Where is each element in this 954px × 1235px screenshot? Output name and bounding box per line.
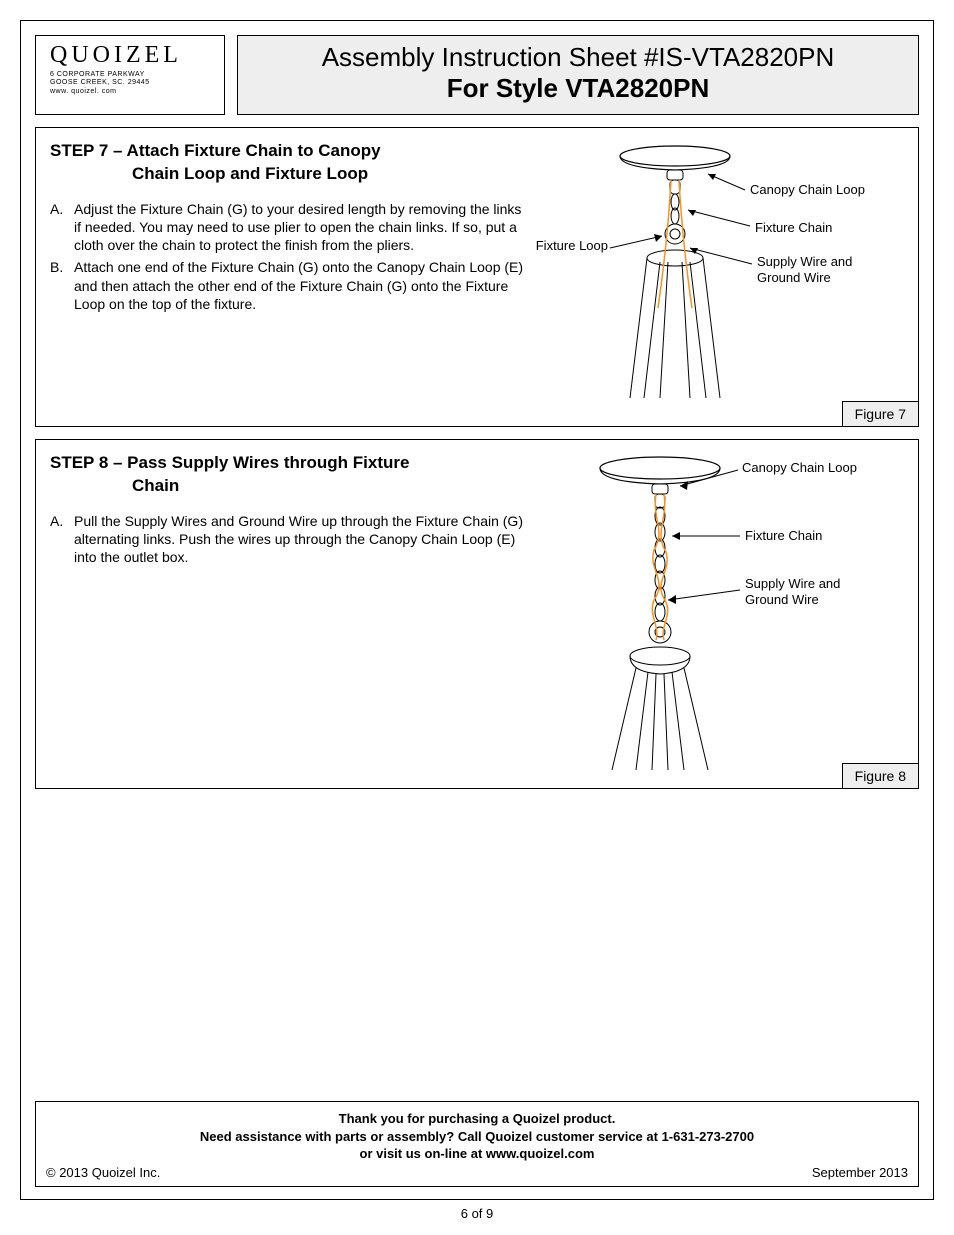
label-supply-wire-8: Supply Wire and Ground Wire xyxy=(745,576,865,607)
step-8-box: STEP 8 – Pass Supply Wires through Fixtu… xyxy=(35,439,919,789)
footer-text: Thank you for purchasing a Quoizel produ… xyxy=(46,1110,908,1163)
footer-meta: © 2013 Quoizel Inc. September 2013 xyxy=(46,1165,908,1180)
figure-8-label: Figure 8 xyxy=(842,763,918,788)
label-canopy-chain-loop: Canopy Chain Loop xyxy=(750,182,865,198)
page-number: 6 of 9 xyxy=(0,1206,954,1221)
step-7-body: A. Adjust the Fixture Chain (G) to your … xyxy=(50,200,528,313)
title-line-2: For Style VTA2820PN xyxy=(248,73,908,104)
figure-7-label: Figure 7 xyxy=(842,401,918,426)
figure-8-svg xyxy=(540,450,900,780)
step-7-item-b: B. Attach one end of the Fixture Chain (… xyxy=(50,258,528,313)
step-8-item-a: A. Pull the Supply Wires and Ground Wire… xyxy=(50,512,528,567)
logo-box: QUOIZEL 6 CORPORATE PARKWAY GOOSE CREEK,… xyxy=(35,35,225,115)
label-canopy-chain-loop-8: Canopy Chain Loop xyxy=(742,460,862,476)
header-row: QUOIZEL 6 CORPORATE PARKWAY GOOSE CREEK,… xyxy=(21,21,933,115)
label-supply-wire: Supply Wire and Ground Wire xyxy=(757,254,887,285)
copyright: © 2013 Quoizel Inc. xyxy=(46,1165,160,1180)
figure-7-diagram: Canopy Chain Loop Fixture Chain Fixture … xyxy=(540,138,900,408)
step-8-body: A. Pull the Supply Wires and Ground Wire… xyxy=(50,512,528,567)
title-line-1: Assembly Instruction Sheet #IS-VTA2820PN xyxy=(248,42,908,73)
brand-name: QUOIZEL xyxy=(50,42,210,69)
pub-date: September 2013 xyxy=(812,1165,908,1180)
step-7-box: STEP 7 – Attach Fixture Chain to Canopy … xyxy=(35,127,919,427)
label-fixture-loop: Fixture Loop xyxy=(524,238,608,254)
footer-box: Thank you for purchasing a Quoizel produ… xyxy=(35,1101,919,1187)
label-fixture-chain-8: Fixture Chain xyxy=(745,528,822,544)
brand-address: 6 CORPORATE PARKWAY GOOSE CREEK, SC. 294… xyxy=(50,71,210,96)
label-fixture-chain: Fixture Chain xyxy=(755,220,832,236)
step-7-item-a: A. Adjust the Fixture Chain (G) to your … xyxy=(50,200,528,255)
title-box: Assembly Instruction Sheet #IS-VTA2820PN… xyxy=(237,35,919,115)
figure-8-diagram: Canopy Chain Loop Fixture Chain Supply W… xyxy=(540,450,900,780)
page-frame: QUOIZEL 6 CORPORATE PARKWAY GOOSE CREEK,… xyxy=(20,20,934,1200)
